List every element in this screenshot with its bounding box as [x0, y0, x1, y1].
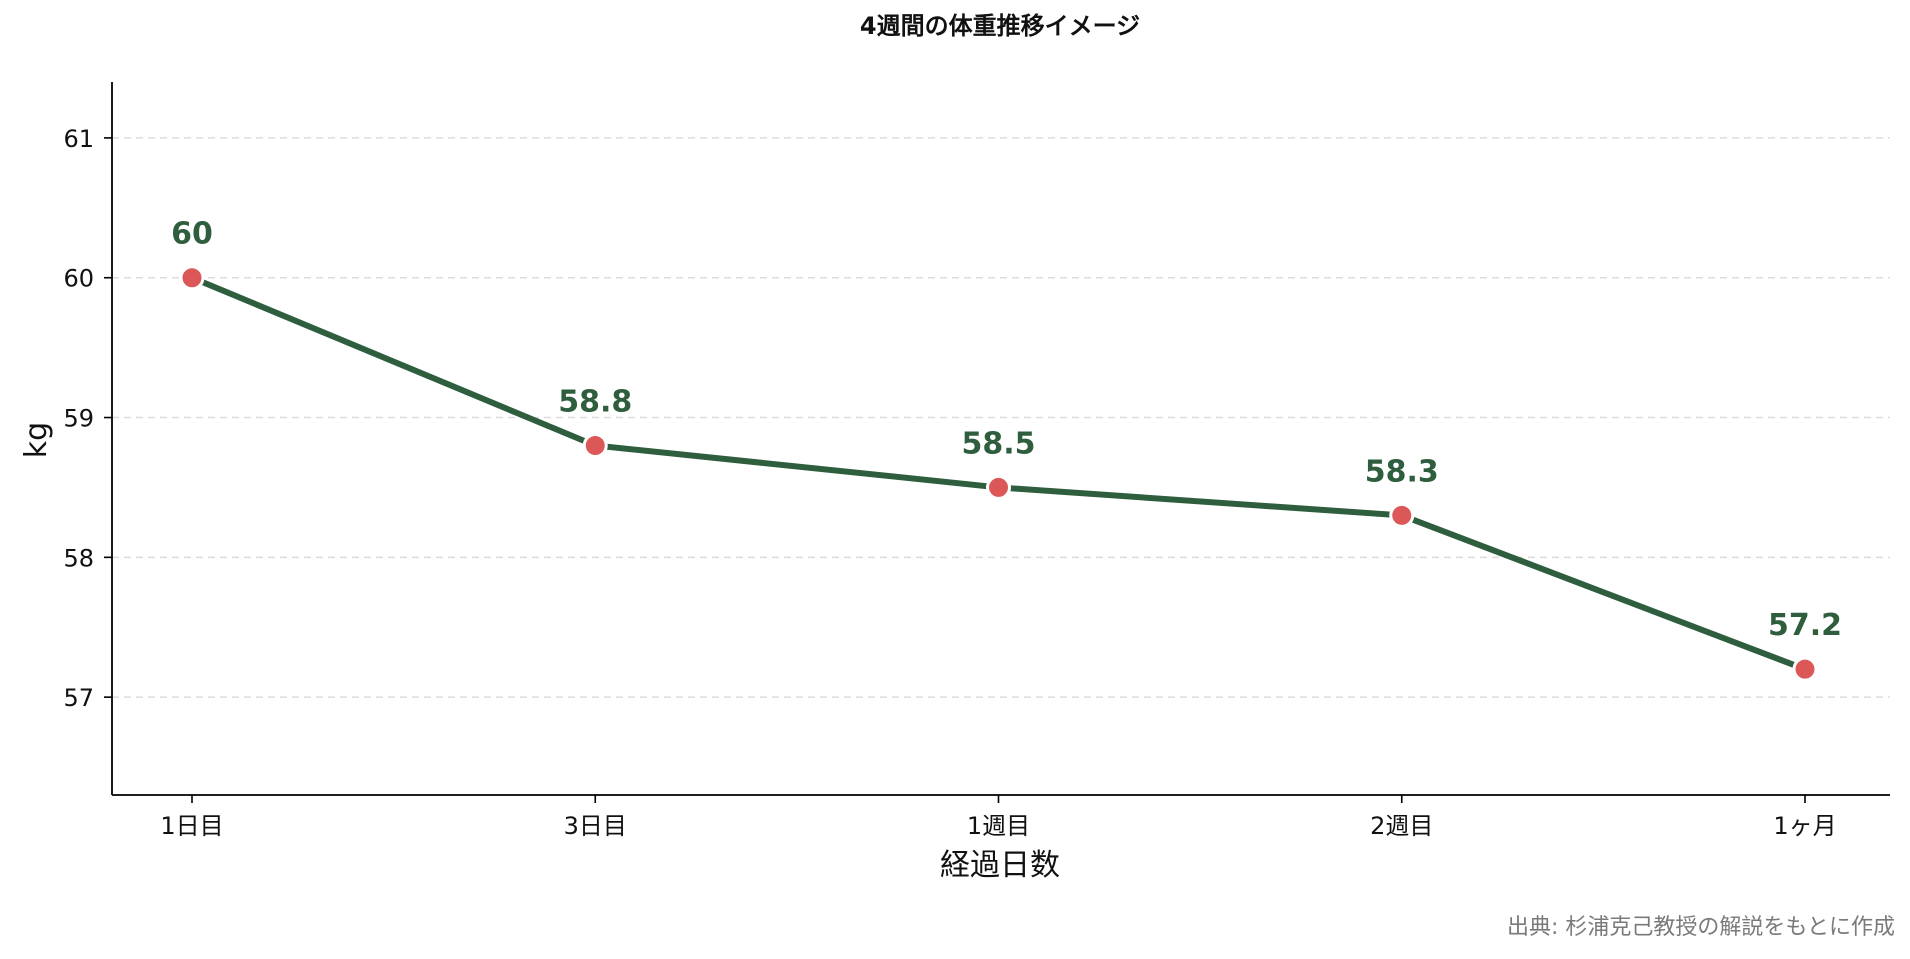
data-label: 58.5 — [961, 426, 1035, 461]
y-tick-label: 57 — [63, 684, 94, 712]
data-point — [986, 474, 1011, 500]
series-line — [189, 274, 1808, 673]
chart-title: 4週間の体重推移イメージ — [860, 12, 1140, 40]
x-tick-label: 3日目 — [564, 812, 627, 840]
y-tick-label: 58 — [63, 544, 94, 572]
x-tick-label: 1日目 — [160, 812, 223, 840]
data-point — [1389, 502, 1415, 528]
x-tick-label: 2週目 — [1370, 812, 1433, 840]
data-point — [1792, 656, 1818, 682]
data-point — [582, 432, 608, 458]
series-weight: 60 58.8 58.5 58.3 57.2 — [171, 217, 1842, 682]
source-note: 出典: 杉浦克己教授の解説をもとに作成 — [1507, 915, 1895, 940]
x-ticks: 1日目 3日目 1週目 2週目 1ヶ月 — [160, 795, 1837, 840]
data-label: 58.8 — [558, 384, 632, 419]
data-point — [179, 265, 205, 291]
y-axis-label: kg — [19, 422, 54, 458]
y-tick-label: 60 — [63, 265, 94, 293]
x-tick-label: 1ヶ月 — [1773, 812, 1836, 840]
x-axis-label: 経過日数 — [940, 848, 1060, 883]
x-tick-label: 1週目 — [967, 812, 1030, 840]
y-tick-label: 59 — [63, 405, 94, 433]
data-label: 60 — [171, 217, 213, 252]
grid-lines — [112, 137, 1890, 698]
y-tick-label: 61 — [63, 125, 94, 153]
data-label: 58.3 — [1365, 454, 1439, 489]
data-label: 57.2 — [1768, 608, 1842, 643]
y-ticks: 57 58 59 60 61 — [63, 125, 112, 712]
